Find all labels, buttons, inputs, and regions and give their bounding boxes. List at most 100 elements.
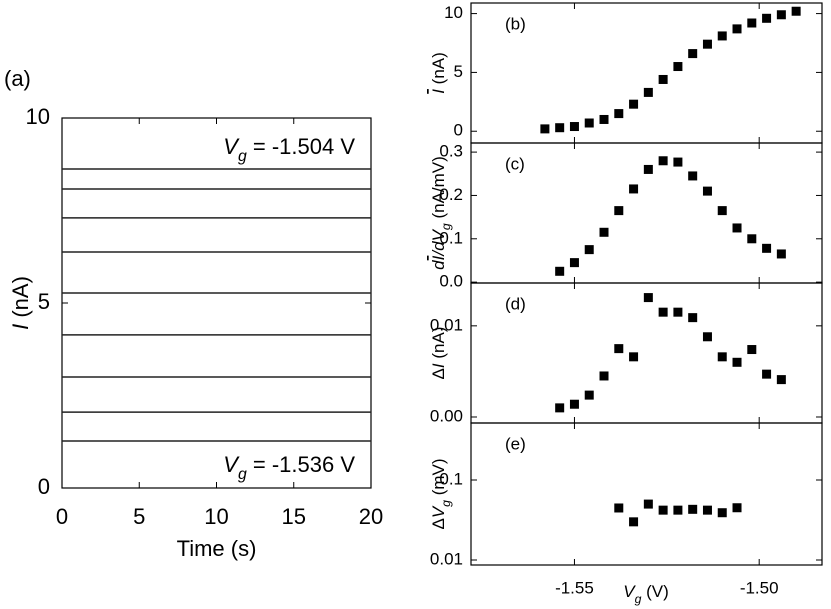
y-tick-label: 5 bbox=[454, 62, 463, 81]
x-axis-label: Vg (V) bbox=[623, 582, 669, 606]
y-tick-label: 0.2 bbox=[439, 185, 463, 204]
y-tick-label: 0.00 bbox=[430, 406, 463, 425]
annotation-part: = -1.504 V bbox=[247, 134, 356, 159]
y-axis-label-part: V bbox=[429, 505, 448, 518]
marker bbox=[584, 245, 594, 255]
plot-frame bbox=[470, 422, 823, 566]
marker bbox=[673, 157, 683, 167]
y-axis-label-part: d bbox=[429, 260, 448, 270]
marker bbox=[702, 186, 712, 196]
marker bbox=[584, 390, 594, 400]
y-tick-label: 0.1 bbox=[439, 228, 463, 247]
marker bbox=[614, 206, 624, 216]
y-axis-label-part: Δ bbox=[429, 518, 448, 529]
marker bbox=[762, 13, 772, 23]
x-axis-label: Time (s) bbox=[177, 536, 257, 561]
y-axis-label-part: /d bbox=[429, 241, 448, 257]
marker bbox=[732, 503, 742, 513]
marker bbox=[629, 99, 639, 109]
y-axis-label-part: g bbox=[439, 223, 453, 230]
marker bbox=[776, 10, 786, 20]
marker bbox=[747, 234, 757, 244]
x-axis-label-part: g bbox=[635, 592, 642, 606]
annotation-part: g bbox=[238, 466, 247, 483]
y-tick-label: 10 bbox=[26, 104, 50, 129]
marker bbox=[658, 74, 668, 84]
annotation-part: V bbox=[223, 452, 240, 477]
marker bbox=[702, 332, 712, 342]
marker bbox=[717, 206, 727, 216]
marker bbox=[673, 307, 683, 317]
y-tick-label: 0.1 bbox=[439, 469, 463, 488]
annotation: Vg = -1.504 V bbox=[223, 134, 355, 165]
marker bbox=[688, 171, 698, 181]
marker bbox=[555, 266, 565, 276]
marker bbox=[643, 293, 653, 303]
plot-frame bbox=[61, 117, 372, 489]
marker bbox=[702, 505, 712, 515]
x-tick-label: 5 bbox=[133, 504, 145, 529]
y-axis-label-part: g bbox=[439, 500, 453, 507]
marker bbox=[762, 369, 772, 379]
x-tick-label: -1.50 bbox=[740, 578, 779, 597]
x-tick-label: 0 bbox=[56, 504, 68, 529]
y-tick-label: 0.0 bbox=[439, 272, 463, 291]
marker bbox=[629, 184, 639, 194]
annotation: Vg = -1.536 V bbox=[223, 452, 355, 483]
y-axis-label: dI/dVg (nA/mV) bbox=[429, 156, 453, 270]
marker bbox=[717, 31, 727, 41]
y-tick-label: 0.01 bbox=[430, 549, 463, 568]
y-tick-label: 0.01 bbox=[430, 315, 463, 334]
marker bbox=[732, 24, 742, 34]
x-tick-label: -1.55 bbox=[555, 578, 594, 597]
marker bbox=[717, 508, 727, 518]
y-axis-label-part: I bbox=[429, 255, 448, 260]
y-tick-label: 5 bbox=[38, 289, 50, 314]
y-tick-label: 0 bbox=[38, 474, 50, 499]
y-axis-label-part: I bbox=[8, 324, 33, 330]
marker bbox=[629, 517, 639, 527]
y-tick-label: 10 bbox=[444, 3, 463, 22]
marker bbox=[599, 227, 609, 237]
marker bbox=[569, 122, 579, 132]
marker bbox=[599, 371, 609, 381]
annotation-part: V bbox=[223, 134, 240, 159]
marker bbox=[688, 49, 698, 59]
marker bbox=[614, 503, 624, 513]
marker bbox=[555, 403, 565, 413]
marker bbox=[658, 307, 668, 317]
marker bbox=[688, 504, 698, 514]
marker bbox=[762, 243, 772, 253]
marker bbox=[717, 352, 727, 362]
marker bbox=[643, 87, 653, 97]
x-axis-label-part: V bbox=[623, 582, 636, 601]
panel-label: (e) bbox=[505, 434, 526, 453]
marker bbox=[614, 344, 624, 354]
marker bbox=[658, 505, 668, 515]
annotation-part: = -1.536 V bbox=[247, 452, 356, 477]
y-tick-label: 0.3 bbox=[439, 142, 463, 161]
marker bbox=[555, 123, 565, 133]
marker bbox=[643, 499, 653, 509]
marker bbox=[732, 223, 742, 233]
marker bbox=[673, 505, 683, 515]
marker bbox=[599, 114, 609, 124]
x-tick-label: 15 bbox=[282, 504, 306, 529]
y-axis-label: I (nA) bbox=[8, 276, 33, 330]
panel-label: (d) bbox=[505, 294, 526, 313]
marker bbox=[688, 313, 698, 323]
panel-label: (c) bbox=[505, 154, 525, 173]
marker bbox=[629, 352, 639, 362]
y-axis-label: ΔVg (mV) bbox=[429, 458, 453, 529]
y-tick-label: 0 bbox=[454, 121, 463, 140]
y-axis-label: I (nA) bbox=[429, 52, 448, 94]
y-axis-label-part: Δ bbox=[429, 368, 448, 379]
panel-label: (b) bbox=[505, 14, 526, 33]
y-axis-label-part: V bbox=[429, 228, 448, 241]
marker bbox=[776, 375, 786, 385]
x-tick-label: 10 bbox=[204, 504, 228, 529]
marker bbox=[540, 124, 550, 134]
marker bbox=[614, 109, 624, 119]
marker bbox=[643, 164, 653, 174]
y-axis-label-part: (nA) bbox=[429, 327, 448, 364]
